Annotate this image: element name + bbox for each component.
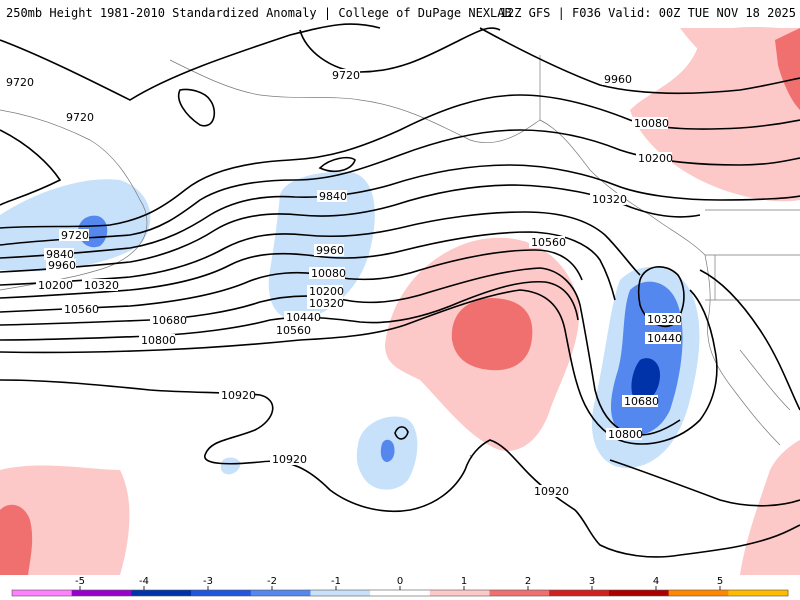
contour-label: 10920 xyxy=(272,453,307,466)
contour-label: 10560 xyxy=(64,303,99,316)
colorbar-swatch xyxy=(71,590,132,596)
positive-anomaly-core xyxy=(451,298,533,371)
contour-label: 10440 xyxy=(647,332,682,345)
colorbar-tick-label: 5 xyxy=(717,576,723,587)
anomaly-colorbar: -5 -4 -3 -2 -1 0 1 2 3 4 5 xyxy=(11,576,789,597)
contour-label: 10680 xyxy=(624,395,659,408)
contour-label: 10200 xyxy=(309,285,344,298)
contour-label: 10200 xyxy=(638,152,673,165)
colorbar-tick-label: -4 xyxy=(139,576,149,587)
positive-anomaly-core-northeast xyxy=(775,28,800,110)
colorbar-tick-label: -1 xyxy=(331,576,341,587)
negative-anomaly-region-west xyxy=(0,179,151,272)
coastlines xyxy=(0,55,800,459)
contour-label: 9840 xyxy=(319,190,347,203)
contour-label: 10680 xyxy=(152,314,187,327)
colorbar-swatch xyxy=(12,590,73,596)
colorbar-tick-label: -2 xyxy=(267,576,277,587)
positive-anomaly-region-southwest xyxy=(0,465,130,575)
contour-label: 9720 xyxy=(6,76,34,89)
contour-label: 9960 xyxy=(604,73,632,86)
map-title: 250mb Height 1981-2010 Standardized Anom… xyxy=(6,6,512,20)
colorbar-tick-label: 1 xyxy=(461,576,467,587)
contour-label: 9960 xyxy=(48,259,76,272)
colorbar-swatch xyxy=(131,590,192,596)
positive-anomaly-region-southeast xyxy=(740,440,800,575)
colorbar-tick-label: 4 xyxy=(653,576,659,587)
colorbar-swatch xyxy=(250,590,311,596)
colorbar-tick-label: -5 xyxy=(75,576,85,587)
negative-anomaly-core-east xyxy=(631,358,660,403)
colorbar-swatch xyxy=(429,590,491,596)
model-run-info: 12Z GFS | F036 Valid: 00Z TUE NOV 18 202… xyxy=(500,6,796,20)
contour-label: 9720 xyxy=(61,229,89,242)
colorbar-swatch xyxy=(728,590,789,596)
colorbar-swatch xyxy=(549,590,610,596)
contour-label: 9720 xyxy=(332,69,360,82)
contour-label: 10560 xyxy=(276,324,311,337)
colorbar-tick-label: 3 xyxy=(589,576,595,587)
contour-label: 10440 xyxy=(286,311,321,324)
contour-label: 9960 xyxy=(316,244,344,257)
colorbar-swatch xyxy=(370,590,431,596)
colorbar-tick-label: 0 xyxy=(397,576,403,587)
colorbar-tick-label: 2 xyxy=(525,576,531,587)
contour-label: 10200 xyxy=(38,279,73,292)
positive-anomaly-core-southwest xyxy=(0,504,33,575)
contour-label: 9840 xyxy=(46,248,74,261)
contour-label: 10920 xyxy=(534,485,569,498)
colorbar-swatch xyxy=(489,590,550,596)
contour-label: 9720 xyxy=(66,111,94,124)
contour-label: 10800 xyxy=(141,334,176,347)
colorbar-swatch xyxy=(608,590,670,596)
negative-anomaly-core-south xyxy=(380,439,395,462)
contour-label: 10560 xyxy=(531,236,566,249)
contour-label: 10320 xyxy=(309,297,344,310)
negative-anomaly-spot xyxy=(220,457,241,475)
map-area: 9720 9720 9720 9720 9960 10080 10200 103… xyxy=(0,23,800,575)
contour-label: 10080 xyxy=(634,117,669,130)
colorbar-swatch xyxy=(668,590,729,596)
colorbar-tick-label: -3 xyxy=(203,576,213,587)
colorbar-swatch xyxy=(310,590,371,596)
contour-label: 10800 xyxy=(608,428,643,441)
colorbar-swatch xyxy=(191,590,252,596)
positive-anomaly-region-northeast-b xyxy=(680,28,800,115)
contour-label: 10320 xyxy=(592,193,627,206)
contour-labels: 9720 9720 9720 9720 9960 10080 10200 103… xyxy=(4,69,682,498)
contour-label: 10920 xyxy=(221,389,256,402)
contour-label: 10080 xyxy=(311,267,346,280)
contour-label: 10320 xyxy=(647,313,682,326)
contour-label: 10320 xyxy=(84,279,119,292)
